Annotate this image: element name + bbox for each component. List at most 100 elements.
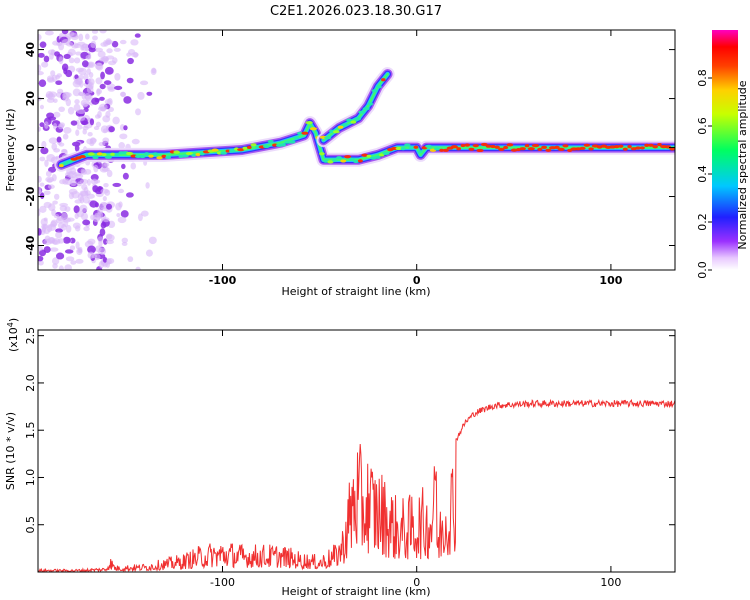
branch-ridge-point — [358, 110, 366, 114]
noise-point — [38, 228, 42, 236]
main-ridge-point — [281, 143, 286, 147]
spectrogram-ytick-label: -40 — [24, 235, 37, 255]
main-ridge-point — [485, 144, 492, 148]
main-ridge-layer — [60, 121, 675, 166]
noise-point — [83, 73, 89, 81]
noise-point — [130, 52, 139, 58]
noise-point — [135, 108, 141, 116]
noise-point — [76, 109, 86, 115]
spectrogram-xtick-label: -100 — [209, 274, 237, 287]
noise-point — [44, 235, 51, 242]
main-ridge-point — [669, 147, 675, 151]
noise-point — [79, 204, 88, 213]
noise-point — [97, 110, 102, 119]
main-ridge-point — [519, 147, 526, 151]
noise-point — [102, 217, 110, 223]
noise-point — [75, 241, 80, 250]
spectrogram-panel: -100 0 100 -40 -20 0 20 40 Height of straight l… — [4, 29, 676, 298]
main-ridge-point — [361, 153, 368, 157]
branch-ridge-point — [337, 125, 344, 129]
noise-point — [41, 223, 49, 230]
noise-point — [48, 203, 56, 212]
noise-point — [69, 179, 77, 187]
snr-ytick-label: 0.5 — [24, 516, 37, 534]
main-ridge-point — [524, 144, 530, 148]
colorbar-gradient — [712, 30, 738, 270]
noise-point — [76, 124, 83, 130]
colorbar: 0.0 0.2 0.4 0.6 0.8 Normalized spectral ampl… — [696, 30, 749, 279]
noise-point — [108, 126, 115, 133]
noise-point — [80, 168, 86, 175]
noise-point — [73, 57, 81, 64]
main-ridge-point — [652, 145, 659, 149]
noise-point — [121, 163, 126, 170]
noise-point — [140, 210, 149, 217]
main-ridge-point — [557, 147, 565, 151]
branch-ridge-point — [376, 85, 382, 89]
noise-point — [52, 263, 58, 269]
noise-point — [55, 252, 65, 260]
noise-point — [86, 85, 94, 94]
noise-point — [38, 34, 42, 41]
main-ridge-point — [537, 147, 543, 151]
main-ridge-point — [404, 143, 411, 147]
snr-panel: -100 0 100 0.5 1.0 1.5 2.0 2.5 Height of straig… — [4, 318, 676, 598]
noise-point — [65, 41, 74, 47]
noise-point — [67, 106, 75, 115]
noise-point — [111, 40, 119, 48]
main-ridge-point — [527, 147, 535, 151]
noise-point — [41, 140, 47, 149]
noise-point — [57, 123, 64, 130]
noise-point — [107, 97, 113, 106]
colorbar-tick-label: 0.0 — [696, 261, 709, 279]
main-ridge-point — [152, 152, 159, 156]
noise-point — [115, 202, 122, 211]
noise-point — [99, 30, 107, 34]
snr-frame — [37, 329, 676, 573]
noise-point — [59, 202, 69, 207]
noise-point — [46, 75, 54, 82]
noise-point — [38, 175, 42, 183]
noise-point — [100, 106, 107, 112]
noise-point — [94, 62, 103, 70]
noise-point — [106, 257, 115, 264]
noise-point — [89, 200, 98, 208]
noise-point — [43, 246, 51, 253]
noise-point — [38, 70, 44, 76]
noise-point — [93, 164, 99, 173]
spectrogram-ylabel: Frequency (Hz) — [4, 109, 17, 192]
branch-ridge-point — [362, 107, 370, 111]
noise-point — [39, 41, 47, 48]
noise-point — [68, 188, 78, 195]
noise-point — [114, 85, 123, 91]
main-ridge-point — [101, 152, 107, 157]
noise-point — [39, 122, 45, 128]
noise-point — [126, 192, 134, 198]
main-ridge-point — [156, 156, 163, 160]
noise-point — [116, 212, 121, 218]
colorbar-tick-label: 0.6 — [696, 117, 709, 135]
branch-ridge-point — [324, 136, 332, 140]
noise-point — [53, 98, 58, 103]
main-ridge-point — [332, 158, 338, 163]
noise-point — [130, 162, 137, 170]
noise-point — [74, 99, 80, 105]
noise-point — [73, 103, 81, 112]
snr-ytick-label: 2.5 — [24, 327, 37, 345]
noise-point — [123, 96, 132, 104]
noise-point — [103, 238, 108, 245]
noise-point — [65, 69, 73, 78]
noise-point — [150, 67, 157, 76]
noise-point — [43, 55, 50, 63]
noise-point — [95, 77, 103, 85]
noise-point — [38, 208, 41, 217]
noise-point — [117, 188, 125, 194]
snr-xtick-label: -100 — [210, 576, 235, 589]
noise-point — [134, 33, 141, 38]
main-ridge-point — [374, 155, 381, 159]
main-ridge-point — [460, 143, 466, 148]
noise-point — [107, 86, 116, 92]
spectrogram-ytick-label: 20 — [24, 91, 37, 107]
noise-point — [78, 115, 86, 121]
